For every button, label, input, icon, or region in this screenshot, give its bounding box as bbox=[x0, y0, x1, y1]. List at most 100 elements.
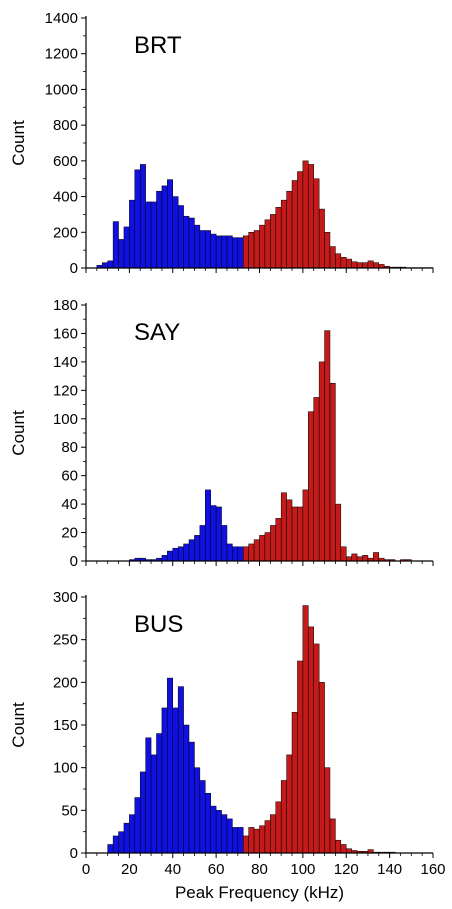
y-tick-label: 20 bbox=[61, 525, 78, 542]
bar bbox=[264, 820, 271, 854]
y-tick-label: 50 bbox=[61, 802, 78, 819]
bar bbox=[215, 810, 222, 854]
bar bbox=[356, 262, 363, 269]
bar bbox=[280, 780, 287, 854]
bar bbox=[199, 230, 206, 269]
bar bbox=[161, 185, 168, 269]
bar bbox=[177, 205, 184, 269]
x-axis-title: Peak Frequency (kHz) bbox=[175, 883, 344, 902]
bar bbox=[373, 262, 380, 269]
bar bbox=[123, 822, 130, 854]
bar bbox=[308, 164, 314, 269]
bar bbox=[253, 828, 260, 854]
bar bbox=[205, 230, 211, 269]
bar bbox=[232, 827, 239, 854]
bar bbox=[194, 224, 201, 269]
bar bbox=[167, 550, 174, 562]
bar bbox=[194, 535, 201, 562]
bar bbox=[329, 382, 336, 562]
y-tick-label: 300 bbox=[53, 589, 78, 606]
bar bbox=[297, 506, 304, 562]
bar bbox=[286, 190, 293, 269]
bar bbox=[308, 626, 314, 854]
y-tick-label: 60 bbox=[61, 468, 78, 485]
bar bbox=[156, 733, 163, 854]
bar bbox=[232, 546, 239, 562]
bar bbox=[123, 226, 130, 269]
bar bbox=[183, 724, 190, 854]
bar bbox=[107, 844, 114, 854]
bar bbox=[226, 818, 233, 854]
y-tick-label: 40 bbox=[61, 496, 78, 513]
bar bbox=[221, 814, 228, 854]
chart-panel-bus: 0 50 100 150 200 250 300 0 20 40 60 80 100 120 140 160 B… bbox=[9, 589, 446, 902]
bar bbox=[242, 235, 249, 269]
bar bbox=[291, 711, 298, 854]
bar bbox=[308, 411, 314, 562]
y-tick-label: 80 bbox=[61, 439, 78, 456]
bar bbox=[237, 827, 244, 854]
bar bbox=[329, 246, 336, 269]
bar bbox=[210, 505, 217, 562]
y-axis-title: Count bbox=[9, 120, 28, 166]
bar bbox=[302, 489, 309, 562]
bar bbox=[199, 525, 206, 562]
bar bbox=[237, 237, 244, 269]
bar bbox=[259, 535, 266, 562]
bar bbox=[318, 361, 325, 562]
bar bbox=[297, 660, 304, 854]
bar bbox=[362, 262, 369, 269]
x-tick-label: 100 bbox=[290, 861, 315, 878]
bar bbox=[188, 539, 195, 562]
bar bbox=[172, 196, 179, 269]
bar bbox=[210, 805, 217, 854]
bar bbox=[188, 741, 195, 854]
chart-panel-brt: 0 200 400 600 800 1000 1200 1400 BRT Count bbox=[9, 10, 434, 277]
bar bbox=[161, 555, 168, 562]
bar bbox=[118, 239, 125, 269]
bar bbox=[177, 686, 184, 854]
y-tick-label: 160 bbox=[53, 325, 78, 342]
bar bbox=[264, 219, 271, 269]
bar bbox=[351, 553, 358, 562]
bar bbox=[324, 330, 331, 562]
bar bbox=[226, 235, 233, 269]
x-tick-label: 0 bbox=[82, 861, 90, 878]
bar bbox=[150, 201, 157, 269]
bar bbox=[253, 230, 260, 269]
bar bbox=[221, 235, 228, 269]
y-tick-label: 1200 bbox=[45, 46, 78, 63]
bar bbox=[145, 737, 152, 854]
bar bbox=[183, 543, 190, 562]
bar bbox=[139, 164, 146, 269]
bar bbox=[253, 539, 260, 562]
bar bbox=[318, 208, 325, 269]
bar bbox=[150, 754, 157, 854]
y-tick-label: 250 bbox=[53, 632, 78, 649]
y-tick-label: 0 bbox=[70, 260, 78, 277]
bar bbox=[102, 262, 108, 269]
bar bbox=[329, 818, 336, 854]
bar bbox=[242, 835, 249, 854]
x-tick-label: 160 bbox=[420, 861, 445, 878]
bar bbox=[270, 214, 277, 269]
y-tick-label: 100 bbox=[53, 411, 78, 428]
y-tick-label: 800 bbox=[53, 117, 78, 134]
bar bbox=[367, 260, 374, 269]
bar bbox=[248, 543, 255, 562]
bar bbox=[134, 169, 141, 269]
bar bbox=[362, 555, 369, 562]
bar bbox=[346, 848, 352, 854]
bar bbox=[346, 556, 352, 562]
x-tick-label: 80 bbox=[251, 861, 268, 878]
bar bbox=[242, 546, 249, 562]
bar bbox=[161, 707, 168, 854]
bar bbox=[280, 492, 287, 562]
y-tick-label: 1000 bbox=[45, 81, 78, 98]
bar bbox=[205, 489, 211, 562]
bar bbox=[275, 207, 282, 269]
bar bbox=[275, 801, 282, 854]
bar bbox=[172, 547, 179, 562]
bar bbox=[237, 546, 244, 562]
